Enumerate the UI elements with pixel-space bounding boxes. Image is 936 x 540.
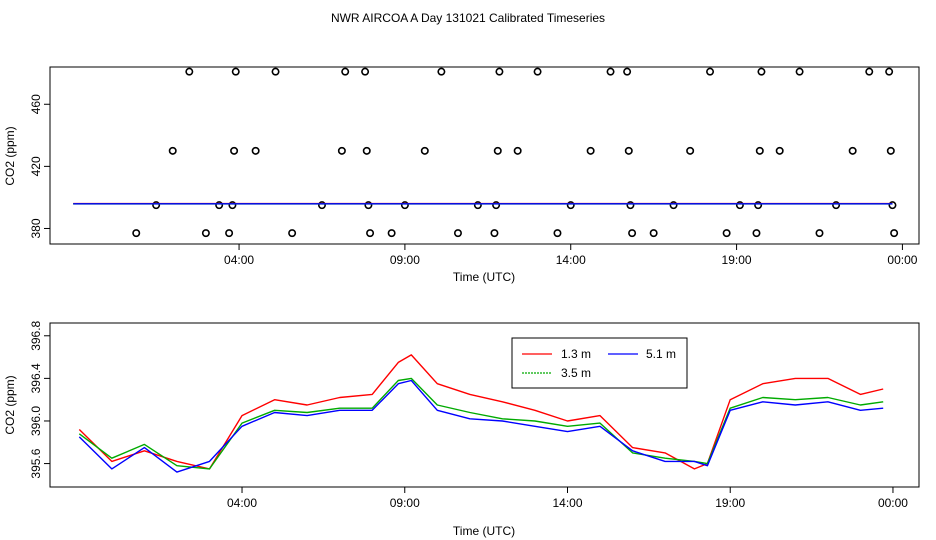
top-data-point-33 — [566, 201, 575, 210]
top-data-point-44 — [722, 229, 731, 238]
top-data-point-27 — [492, 201, 501, 210]
top-data-point-1 — [152, 201, 161, 210]
top-panel: Time (UTC) CO2 (ppm) 04:00 09:00 14:00 19:0… — [3, 66, 920, 284]
top-data-point-58 — [888, 201, 897, 210]
top-plot-frame — [49, 66, 920, 245]
top-x-tick-label-3: 19:00 — [722, 253, 752, 267]
top-data-point-53 — [832, 201, 841, 210]
top-data-point-57 — [886, 146, 895, 155]
top-data-point-9 — [231, 67, 240, 76]
top-data-point-38 — [626, 201, 635, 210]
top-data-point-11 — [271, 67, 280, 76]
top-data-point-31 — [533, 67, 542, 76]
top-y-tick-label-0: 380 — [29, 218, 43, 238]
top-data-point-4 — [201, 229, 210, 238]
top-data-point-24 — [453, 229, 462, 238]
top-data-point-7 — [228, 201, 237, 210]
bottom-plot-frame — [49, 322, 920, 488]
top-data-point-18 — [364, 201, 373, 210]
top-data-point-43 — [706, 67, 715, 76]
bottom-panel: Time (UTC) CO2 (ppm) 04:00 09:00 14:00 19:0… — [3, 320, 920, 538]
top-data-point-41 — [669, 201, 678, 210]
top-data-point-10 — [251, 146, 260, 155]
top-data-point-29 — [495, 67, 504, 76]
top-data-point-13 — [317, 201, 326, 210]
top-data-point-49 — [757, 67, 766, 76]
top-data-point-6 — [225, 229, 234, 238]
top-data-point-25 — [473, 201, 482, 210]
bottom-x-axis-label: Time (UTC) — [453, 524, 515, 538]
top-data-point-0 — [132, 229, 141, 238]
bottom-x-tick-label-4: 00:00 — [878, 496, 908, 510]
top-y-tick-label-1: 420 — [29, 156, 43, 176]
legend: 1.3 m 5.1 m 3.5 m — [511, 337, 688, 389]
figure-title: NWR AIRCOA A Day 131021 Calibrated Times… — [331, 11, 605, 25]
top-data-point-47 — [754, 201, 763, 210]
bottom-y-tick-label-2: 396.4 — [29, 363, 43, 393]
top-x-axis-label: Time (UTC) — [453, 270, 515, 284]
top-data-point-46 — [752, 229, 761, 238]
top-data-point-5 — [215, 201, 224, 210]
top-x-tick-label-0: 04:00 — [224, 253, 254, 267]
top-data-point-22 — [420, 146, 429, 155]
top-data-point-12 — [288, 229, 297, 238]
top-data-point-17 — [362, 146, 371, 155]
top-data-point-37 — [624, 146, 633, 155]
top-x-tick-label-4: 00:00 — [887, 253, 917, 267]
top-data-point-26 — [490, 229, 499, 238]
legend-label-1-3m: 1.3 m — [561, 347, 591, 361]
top-data-point-36 — [623, 67, 632, 76]
bottom-y-tick-label-0: 395.6 — [29, 448, 43, 478]
top-data-point-8 — [230, 146, 239, 155]
top-data-point-51 — [795, 67, 804, 76]
top-data-point-20 — [387, 229, 396, 238]
top-data-point-39 — [628, 229, 637, 238]
bottom-series-line-3-5-m — [78, 377, 884, 470]
top-data-point-28 — [493, 146, 502, 155]
legend-label-5-1m: 5.1 m — [646, 347, 676, 361]
top-data-point-30 — [513, 146, 522, 155]
top-y-tick-label-2: 460 — [29, 94, 43, 114]
top-data-point-50 — [775, 146, 784, 155]
top-data-point-32 — [553, 229, 562, 238]
top-data-point-52 — [815, 229, 824, 238]
bottom-y-tick-label-3: 396.8 — [29, 320, 43, 350]
bottom-x-tick-label-0: 04:00 — [227, 496, 257, 510]
bottom-y-axis-label: CO2 (ppm) — [3, 375, 17, 434]
bottom-x-tick-label-3: 19:00 — [715, 496, 745, 510]
top-data-point-21 — [400, 201, 409, 210]
top-data-point-15 — [341, 67, 350, 76]
top-data-point-2 — [168, 146, 177, 155]
legend-box — [511, 337, 688, 389]
top-data-point-23 — [437, 67, 446, 76]
top-data-point-3 — [185, 67, 194, 76]
top-x-tick-label-2: 14:00 — [556, 253, 586, 267]
top-data-point-45 — [735, 201, 744, 210]
top-data-point-34 — [586, 146, 595, 155]
bottom-series-line-1-3-m — [78, 354, 884, 470]
bottom-series-line-5-1-m — [78, 379, 884, 473]
legend-label-3-5m: 3.5 m — [561, 366, 591, 380]
top-data-point-19 — [366, 229, 375, 238]
top-data-point-35 — [606, 67, 615, 76]
top-x-tick-label-1: 09:00 — [390, 253, 420, 267]
bottom-x-tick-label-2: 14:00 — [552, 496, 582, 510]
top-data-point-56 — [885, 67, 894, 76]
bottom-y-tick-label-1: 396.0 — [29, 406, 43, 436]
top-data-point-40 — [649, 229, 658, 238]
top-data-point-14 — [337, 146, 346, 155]
bottom-x-tick-label-1: 09:00 — [390, 496, 420, 510]
top-data-point-55 — [865, 67, 874, 76]
top-data-point-54 — [848, 146, 857, 155]
top-data-point-59 — [890, 229, 899, 238]
top-y-axis-label: CO2 (ppm) — [3, 126, 17, 185]
top-data-point-48 — [755, 146, 764, 155]
top-data-point-42 — [686, 146, 695, 155]
top-data-point-16 — [361, 67, 370, 76]
